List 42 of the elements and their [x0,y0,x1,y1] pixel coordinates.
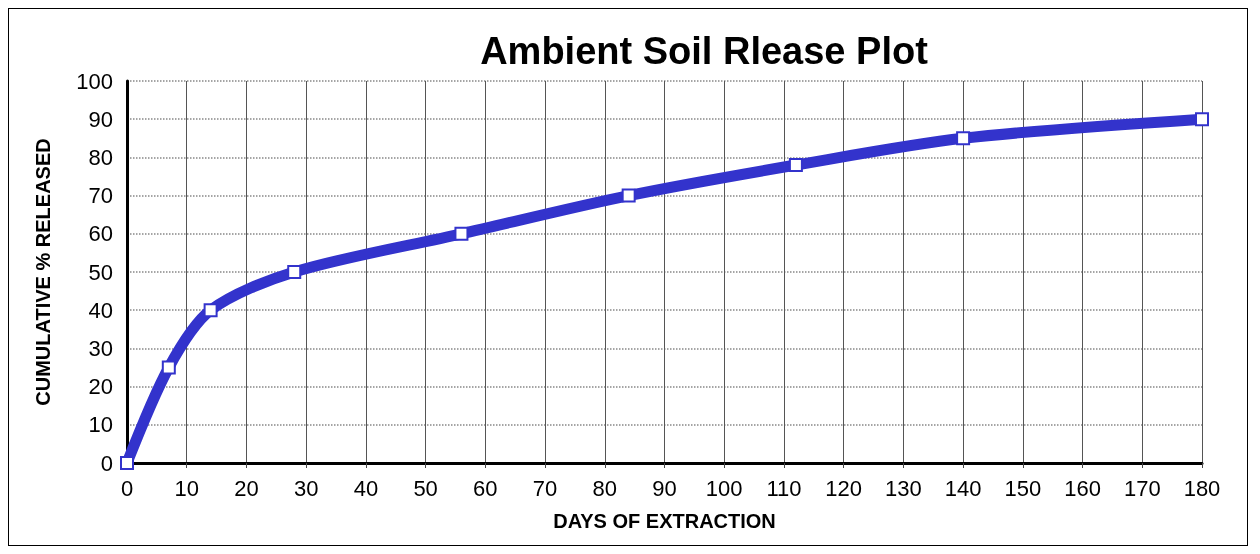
x-tick-label: 140 [944,475,982,501]
x-tick-label: 160 [1064,475,1101,501]
x-tick-label: 20 [234,475,259,501]
x-tick-label: 40 [353,475,379,501]
point [287,265,302,279]
x-tick-label: 170 [1123,475,1161,501]
x-tick-label: 60 [473,475,498,501]
y-tick-label: 10 [88,412,113,438]
point [161,360,176,375]
x-tick-label: 120 [825,475,863,501]
x-tick-label: 180 [1183,475,1221,501]
chart-title: Ambient Soil Rlease Plot [480,30,929,72]
x-tick-label: 150 [1004,475,1042,501]
y-tick-label: 90 [88,106,113,132]
y-tick-label: 60 [88,221,113,247]
point [203,303,218,318]
x-tick-label: 100 [705,475,743,501]
x-tick-label: 0 [120,475,134,501]
y-tick-label: 0 [100,450,113,476]
x-tick-label: 70 [532,475,558,501]
y-tick-label: 30 [88,335,113,361]
x-tick-label: 30 [293,475,319,501]
x-tick-label: 50 [413,475,438,501]
y-tick-label: 80 [88,144,113,170]
x-tick-label: 10 [174,475,199,501]
x-tick-label: 80 [592,475,618,501]
point [956,131,971,146]
y-tick-label: 70 [88,183,113,209]
point [788,158,803,173]
point [621,188,636,203]
y-tick-label: 40 [88,297,113,323]
x-tick-label: 110 [766,475,802,501]
point [1195,112,1209,127]
point [454,226,469,241]
x-axis-title: DAYS OF EXTRACTION [553,510,776,532]
y-tick-label: 50 [88,259,113,285]
y-tick-label: 100 [76,68,113,94]
y-axis-title: CUMULATIVE % RELEASED [32,138,54,406]
x-tick-label: 130 [885,475,922,501]
point [120,456,134,470]
x-tick-label: 90 [652,475,677,501]
y-tick-label: 20 [88,374,113,400]
